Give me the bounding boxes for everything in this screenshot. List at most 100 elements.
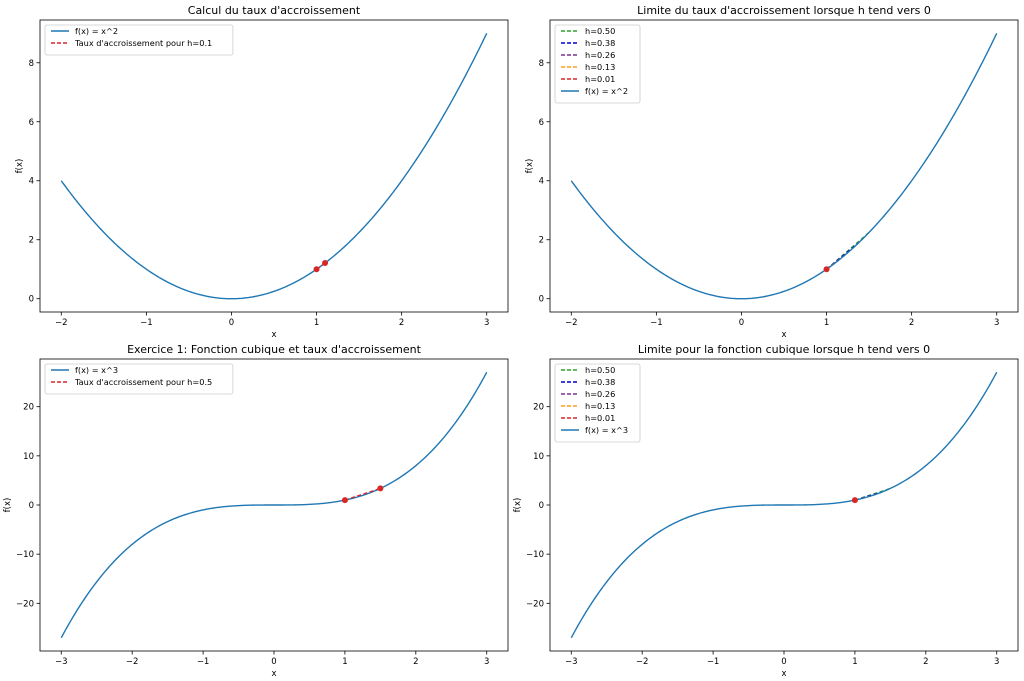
x-tick-label: 1 (824, 318, 829, 328)
legend-label: h=0.38 (585, 38, 615, 48)
subplot-2: Limite du taux d'accroissement lorsque h… (525, 4, 1019, 340)
plot-area (60, 371, 488, 639)
legend-label: Taux d'accroissement pour h=0.5 (74, 377, 212, 387)
legend: h=0.50 h=0.38 h=0.26 h=0.13 h=0.01 f(x) = x^2 (554, 24, 641, 104)
x-tick-label: 2 (399, 318, 404, 328)
legend-label: f(x) = x^3 (585, 425, 628, 435)
legend-box (554, 24, 641, 104)
chart-title: Limite du taux d'accroissement lorsque h… (637, 4, 931, 17)
x-tick-label: 3 (484, 657, 489, 667)
axes-frame (549, 19, 1019, 313)
function-curve (60, 32, 488, 300)
chart-title: Exercice 1: Fonction cubique et taux d'a… (127, 343, 422, 356)
legend-label: h=0.13 (585, 401, 615, 411)
legend-box (554, 363, 641, 443)
x-tick-label: 3 (994, 657, 999, 667)
legend-label: h=0.50 (585, 365, 615, 375)
x-tick-label: 1 (314, 318, 319, 328)
x-tick-label: 1 (342, 657, 347, 667)
x-tick-label: −1 (650, 318, 663, 328)
y-axis-label: f(x) (525, 159, 535, 174)
axes-frame (549, 358, 1019, 652)
x-tick-label: −3 (55, 657, 68, 667)
x-axis-label: x (271, 330, 276, 340)
x-tick-label: −1 (707, 657, 720, 667)
x-axis-label: x (271, 669, 276, 679)
secant-point (377, 485, 384, 492)
x-tick-label: −1 (140, 318, 153, 328)
y-tick-label: 6 (29, 118, 34, 128)
y-axis-label: f(x) (3, 498, 13, 513)
x-axis-label: x (781, 669, 786, 679)
plot-area (570, 371, 998, 639)
legend: h=0.50 h=0.38 h=0.26 h=0.13 h=0.01 f(x) = x^3 (554, 363, 641, 443)
tangent-point (823, 266, 830, 273)
legend-label: f(x) = x^3 (75, 365, 118, 375)
subplot-4: Limite pour la fonction cubique lorsque … (513, 343, 1019, 679)
chart-title: Limite pour la fonction cubique lorsque … (638, 343, 930, 356)
secant-point (313, 266, 320, 273)
function-curve (570, 371, 998, 639)
subplot-1: Calcul du taux d'accroissement −2 −1 0 1 2 3 0 2… (15, 4, 509, 340)
legend-label: f(x) = x^2 (585, 86, 628, 96)
legend-box (44, 363, 234, 395)
y-tick-label: 8 (539, 59, 544, 69)
y-tick-label: 4 (29, 177, 34, 187)
plot-area (60, 32, 488, 300)
y-tick-label: 10 (23, 452, 34, 462)
secant-point (322, 260, 329, 267)
x-tick-label: −3 (565, 657, 578, 667)
axes-frame (39, 19, 509, 313)
y-tick-label: 6 (539, 118, 544, 128)
y-axis-label: f(x) (513, 498, 523, 513)
x-tick-label: −2 (565, 318, 578, 328)
y-tick-label: 2 (29, 236, 34, 246)
chart-title: Calcul du taux d'accroissement (188, 4, 361, 17)
y-tick-label: 8 (29, 59, 34, 69)
y-tick-label: −20 (526, 599, 544, 609)
x-axis-label: x (781, 330, 786, 340)
x-tick-label: 0 (739, 318, 744, 328)
y-tick-label: 20 (23, 403, 34, 413)
y-tick-label: 0 (539, 295, 544, 305)
x-tick-label: 3 (994, 318, 999, 328)
function-curve (570, 32, 998, 300)
legend-label: h=0.13 (585, 62, 615, 72)
legend-label: f(x) = x^2 (75, 26, 118, 36)
secant-point (341, 497, 348, 504)
legend-label: h=0.26 (585, 50, 615, 60)
x-tick-label: −2 (126, 657, 139, 667)
subplot-3: Exercice 1: Fonction cubique et taux d'a… (3, 343, 509, 679)
x-tick-label: 0 (229, 318, 234, 328)
x-tick-label: 2 (923, 657, 928, 667)
x-tick-label: −1 (197, 657, 210, 667)
x-tick-label: 3 (484, 318, 489, 328)
x-tick-label: 0 (271, 657, 276, 667)
y-tick-label: 20 (533, 403, 544, 413)
y-tick-label: 0 (539, 501, 544, 511)
tangent-point (851, 497, 858, 504)
y-tick-label: 4 (539, 177, 544, 187)
y-tick-label: 10 (533, 452, 544, 462)
legend-label: h=0.38 (585, 377, 615, 387)
y-tick-label: −10 (526, 550, 544, 560)
legend-label: h=0.01 (585, 74, 615, 84)
y-tick-label: 2 (539, 236, 544, 246)
legend-label: h=0.01 (585, 413, 615, 423)
legend: f(x) = x^3 Taux d'accroissement pour h=0.… (44, 363, 234, 395)
function-curve (60, 371, 488, 639)
y-axis-label: f(x) (15, 159, 25, 174)
x-tick-label: −2 (636, 657, 649, 667)
legend-label: h=0.26 (585, 389, 615, 399)
legend: f(x) = x^2 Taux d'accroissement pour h=0.… (44, 24, 234, 56)
axes-frame (39, 358, 509, 652)
legend-box (44, 24, 234, 56)
y-tick-label: −10 (16, 550, 34, 560)
legend-label: Taux d'accroissement pour h=0.1 (74, 38, 212, 48)
x-tick-label: −2 (55, 318, 68, 328)
x-tick-label: 2 (909, 318, 914, 328)
y-tick-label: −20 (16, 599, 34, 609)
x-tick-label: 1 (852, 657, 857, 667)
y-tick-label: 0 (29, 501, 34, 511)
